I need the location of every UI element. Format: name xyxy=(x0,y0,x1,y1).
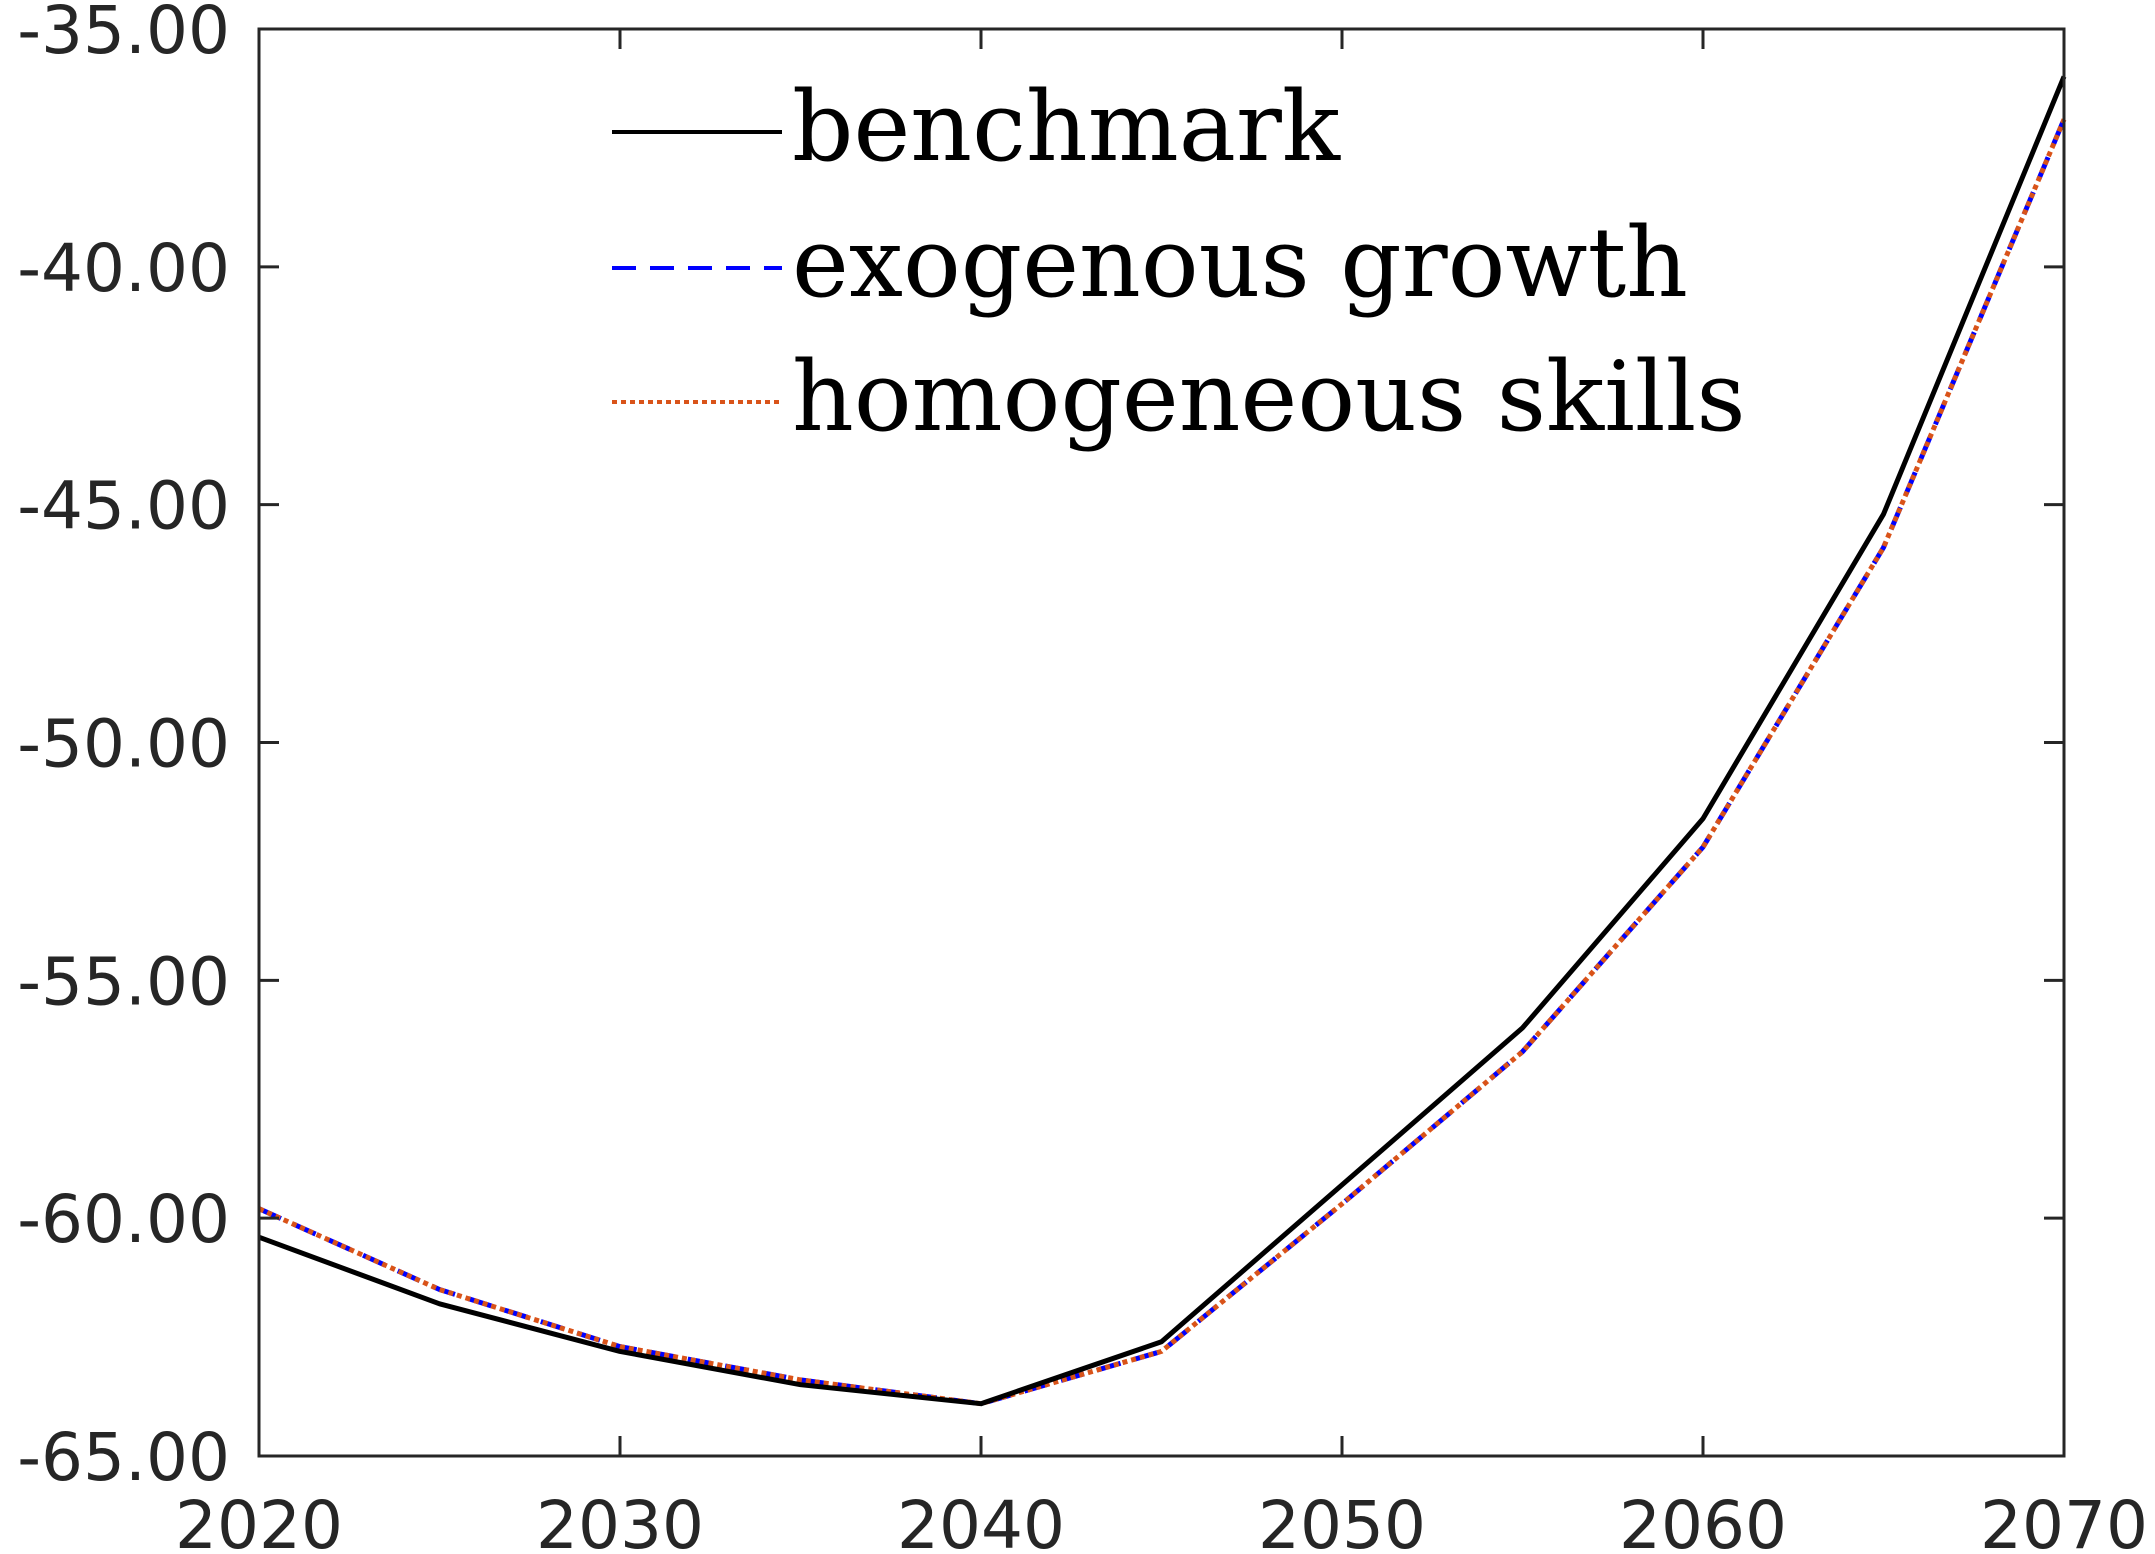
series-line-exogenous-growth xyxy=(257,118,2067,1407)
series-layer xyxy=(257,75,2067,1407)
legend-label-benchmark: benchmark xyxy=(792,71,1341,183)
y-tick-label: -60.00 xyxy=(17,1181,230,1258)
x-tick-label: 2020 xyxy=(175,1487,343,1554)
series-line-benchmark xyxy=(258,75,2067,1407)
legend-label-homogeneous-skills: homogeneous skills xyxy=(792,341,1746,453)
legend-label-exogenous-growth: exogenous growth xyxy=(792,207,1688,319)
legend: benchmark exogenous growth homogeneous s… xyxy=(612,71,1746,453)
x-tick-label: 2030 xyxy=(536,1487,704,1554)
x-tick-label: 2050 xyxy=(1258,1487,1426,1554)
x-tick-label: 2060 xyxy=(1619,1487,1787,1554)
y-tick-label: -45.00 xyxy=(17,468,230,545)
y-tick-label: -65.00 xyxy=(17,1419,230,1496)
y-tick-label: -55.00 xyxy=(17,943,230,1020)
x-tick-label: 2070 xyxy=(1980,1487,2148,1554)
x-tick-label: 2040 xyxy=(897,1487,1065,1554)
series-line-homogeneous-skills xyxy=(257,118,2067,1407)
ticks-layer: 2020 2030 2040 2050 2060 2070 -35.00 -40.00 -45.… xyxy=(17,0,2148,1554)
y-tick-label: -35.00 xyxy=(17,0,230,69)
y-tick-label: -40.00 xyxy=(17,230,230,307)
y-tick-label: -50.00 xyxy=(17,706,230,783)
